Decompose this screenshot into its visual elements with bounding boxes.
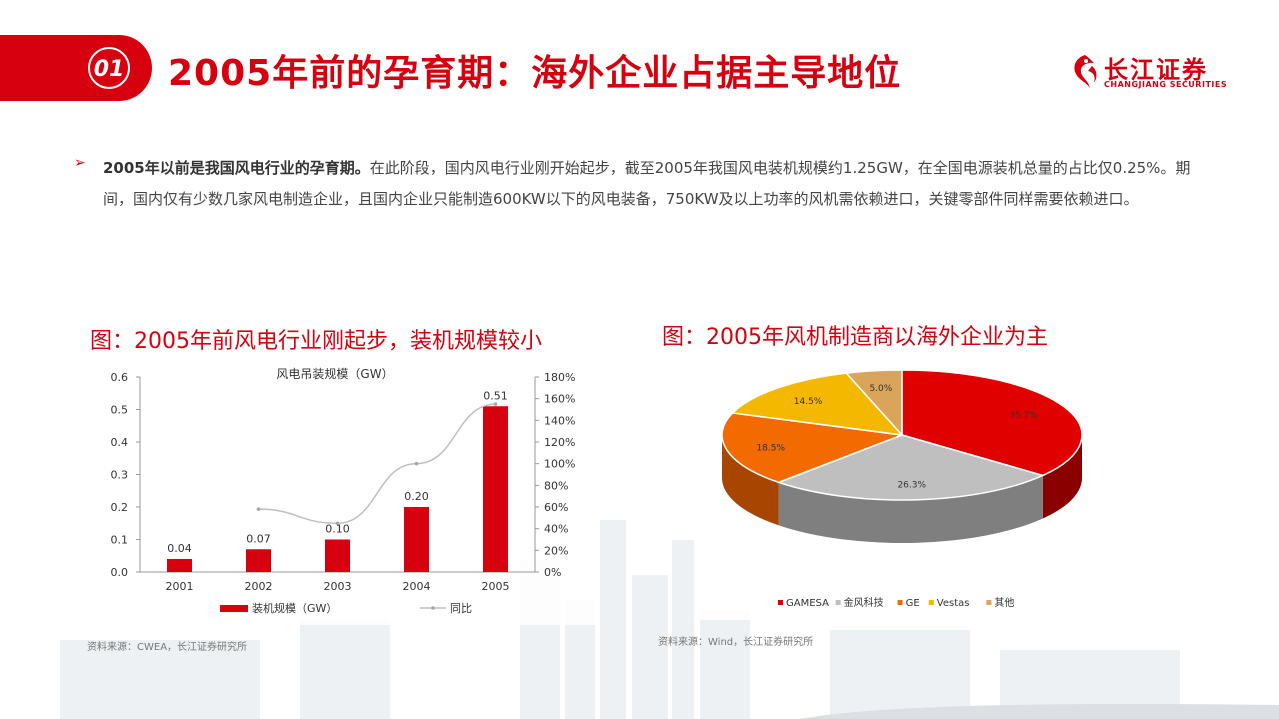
legend-line-marker [431,606,435,610]
pie-legend: GAMESA 金风科技 GE Vestas 其他 [778,596,1014,609]
chart-yoy-line [256,402,498,526]
y-tick-label: 0.3 [111,469,129,482]
legend-bar-swatch [220,605,248,612]
y2-tick-label: 100% [544,458,575,471]
yoy-point [493,402,498,406]
x-tick-label: 2003 [324,580,352,593]
logo-text-cn: 长江证券 [1104,56,1208,84]
y2-tick-label: 180% [544,371,575,384]
y-tick-label: 0.6 [111,371,129,384]
x-tick-label: 2002 [245,580,273,593]
company-logo: 长江证券 CHANGJIANG SECURITIES [1068,50,1238,94]
yoy-point [414,461,419,466]
manufacturer-share-pie: 35.7% 26.3% 18.5% 14.5% 5.0% GAMESA 金风科技 GE Ves… [700,360,1100,620]
pie-side-GE [722,435,779,526]
bar-2004 [404,507,429,572]
pie-data-label: 5.0% [869,384,892,394]
y-tick-label: 0.0 [111,566,129,579]
legend-swatch-其他 [986,600,992,605]
pie-sides [722,435,1082,543]
y2-tick-label: 40% [544,523,568,536]
y2-tick-label: 0% [544,566,561,579]
logo-text-en: CHANGJIANG SECURITIES [1104,80,1228,89]
bar-data-label: 0.20 [404,490,429,503]
phoenix-logo-icon [1074,55,1097,88]
bar-data-label: 0.07 [246,532,271,545]
legend-label: 其他 [994,596,1014,609]
legend-label: GE [906,598,920,609]
body-paragraph: 2005年以前是我国风电行业的孕育期。在此阶段，国内风电行业刚开始起步，截至20… [103,153,1193,215]
y-tick-label: 0.4 [111,436,129,449]
pie-slice-GAMESA [901,369,1083,477]
y-tick-label: 0.5 [111,404,129,417]
pie-data-label: 35.7% [1009,411,1038,421]
yoy-point [256,507,261,511]
yoy-line-path [258,403,496,525]
left-figure-source: 资料来源：CWEA，长江证券研究所 [87,642,248,653]
legend-label: GAMESA [786,598,829,609]
left-figure-caption: 图：2005年前风电行业刚起步，装机规模较小 [90,329,542,354]
chart-title: 风电吊装规模（GW） [276,366,393,381]
legend-swatch-GAMESA [778,600,783,605]
y-tick-label: 0.2 [111,501,129,514]
legend-label: Vestas [937,598,970,609]
pie-data-label: 14.5% [794,397,823,407]
bar-2005 [483,406,508,572]
bar-data-label: 0.04 [167,542,192,555]
pie-data-label: 26.3% [897,481,926,491]
pie-data-labels: 35.7% 26.3% 18.5% 14.5% 5.0% [756,384,1038,491]
pie-side-金风科技 [778,475,1043,543]
legend-line-label: 同比 [450,602,472,615]
bullet-icon: ➢ [74,155,86,171]
y2-tick-label: 60% [544,501,568,514]
body-text: 在此阶段，国内风电行业刚开始起步，截至2005年我国风电装机规模约1.25GW，… [103,159,1191,208]
section-number: 01 [88,47,130,89]
pie-side-GAMESA [1042,435,1082,519]
bar-2001 [167,559,192,572]
bar-data-label: 0.10 [325,523,350,536]
x-tick-label: 2001 [166,580,194,593]
legend-swatch-金风科技 [835,600,841,605]
chart-background [80,360,600,625]
bar-2003 [325,539,350,572]
y2-tick-label: 120% [544,436,575,449]
installed-capacity-chart: 风电吊装规模（GW） 0.0 0.1 0.2 0.3 0.4 0.5 0.6 0% 20% 40%… [80,360,600,625]
chart-legend: 装机规模（GW） 同比 [220,601,472,615]
pie-slices [721,369,1083,501]
bar-2002 [246,549,271,572]
bar-data-label: 0.51 [483,389,508,402]
x-tick-label: 2004 [403,580,431,593]
legend-swatch-GE [897,600,903,605]
pie-slice-金风科技 [776,434,1045,501]
x-tick-label: 2005 [482,580,510,593]
right-figure-source: 资料来源：Wind，长江证券研究所 [658,637,814,648]
right-figure-caption: 图：2005年风机制造商以海外企业为主 [662,325,1048,350]
page-title: 2005年前的孕育期：海外企业占据主导地位 [168,53,902,94]
pie-data-label: 18.5% [756,443,785,453]
y2-tick-label: 160% [544,393,575,406]
body-lead: 2005年以前是我国风电行业的孕育期。 [103,159,370,177]
legend-bar-label: 装机规模（GW） [252,601,337,615]
y-tick-label: 0.1 [111,534,129,547]
y2-tick-label: 20% [544,544,568,557]
y2-tick-label: 140% [544,414,575,427]
pie-slice-GE [721,412,903,484]
chart-bars: 0.04 0.07 0.10 0.20 0.51 [167,389,508,572]
legend-swatch-Vestas [928,600,934,605]
pie-slice-其他 [844,369,903,437]
yoy-point [335,521,340,526]
legend-label: 金风科技 [844,596,884,609]
y2-tick-label: 80% [544,479,568,492]
